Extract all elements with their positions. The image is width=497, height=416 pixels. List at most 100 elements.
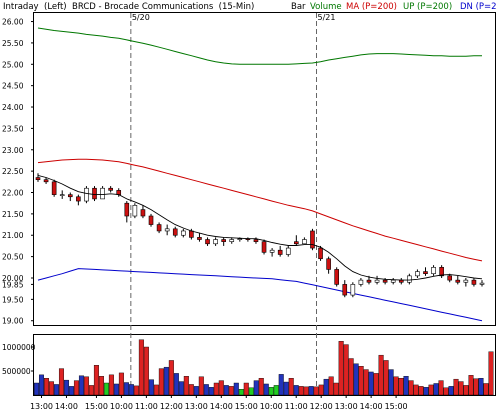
candle-body [67, 194, 73, 198]
interval-label: Intraday [3, 2, 39, 12]
candle-body [302, 239, 307, 245]
volume-bar [243, 382, 249, 396]
volume-bar [123, 382, 129, 396]
up-legend: UP (P=200) [403, 2, 452, 12]
volume-bar [268, 387, 274, 396]
short-ma-polyline [37, 174, 483, 281]
volume-bar [238, 389, 244, 396]
volume-bar [153, 384, 159, 396]
volume-bar [188, 384, 194, 396]
date-markers: 5/20 5/21 [130, 13, 335, 395]
candle-body [181, 230, 186, 236]
volume-bar [373, 373, 379, 396]
candle-body [59, 194, 65, 196]
candle-body [205, 239, 210, 245]
time-tick-label: 14:00 [210, 402, 233, 411]
band-line [37, 268, 483, 322]
candle-body [132, 205, 138, 217]
price-tick-label: 25.50 [2, 39, 24, 48]
volume-bar [53, 384, 59, 396]
candle-body [423, 271, 428, 275]
candle-body [108, 187, 113, 191]
volume-bar [233, 382, 239, 396]
candle-body [326, 258, 331, 270]
candle-body [366, 279, 372, 283]
price-tick-label: 19.00 [2, 317, 24, 326]
volume-bar [133, 385, 139, 396]
volume-bar [323, 378, 329, 396]
volume-bar [203, 384, 209, 396]
volume-bar [78, 375, 84, 396]
short-ma-line [37, 174, 483, 281]
volume-bar [38, 374, 44, 396]
volume-bar [333, 382, 339, 396]
time-axis: 13:00 14:00 15:00 10:00 11:00 12:00 13:00 14:00… [30, 395, 408, 411]
candle-body [100, 187, 105, 200]
time-tick-label: 13:00 [335, 402, 358, 411]
volume-bar [393, 376, 399, 396]
candle-body [358, 279, 364, 285]
volume-bar [63, 379, 69, 396]
volume-bar [128, 384, 134, 396]
candle-body [51, 181, 57, 195]
volume-bar [348, 358, 354, 396]
volume-bar [418, 386, 424, 396]
candle-body [229, 239, 235, 242]
volume-bar [168, 360, 174, 396]
volume-bar [58, 368, 64, 396]
candle-body [221, 239, 226, 242]
time-tick-label: 15:00 [85, 402, 108, 411]
volume-bar [413, 384, 419, 396]
volume-bar [428, 384, 434, 396]
time-tick-label: 14:00 [360, 402, 383, 411]
volume-legend: Volume [310, 2, 342, 12]
candle-body [277, 249, 283, 255]
volume-bar [408, 380, 414, 396]
volume-bar [213, 382, 219, 396]
time-tick-label: 11:00 [285, 402, 308, 411]
volume-bar [283, 381, 289, 396]
time-tick-label: 14:00 [55, 402, 78, 411]
volume-bar [248, 387, 254, 396]
volume-bar [178, 381, 184, 396]
volume-bar [403, 376, 409, 396]
volume-bar [313, 386, 319, 396]
volume-bar [308, 386, 314, 396]
candle-body [334, 269, 339, 285]
volume-bar [93, 365, 99, 396]
volume-bar [68, 386, 74, 396]
volume-bar [458, 381, 464, 396]
volume-bar [183, 376, 189, 396]
time-tick-label: 10:00 [260, 402, 283, 411]
volume-bar [303, 386, 309, 396]
candle-body [439, 267, 444, 277]
volume-bar [158, 368, 164, 396]
band-lines [37, 27, 483, 322]
volume-bar [433, 383, 439, 396]
price-tick-label: 24.50 [2, 82, 24, 91]
volume-bar [218, 380, 224, 396]
candle-body [382, 279, 388, 283]
candle-body [374, 279, 380, 283]
volume-bar [263, 383, 269, 396]
time-tick-label: 10:00 [110, 402, 133, 411]
candle-body [415, 271, 420, 277]
candle-body [124, 202, 130, 217]
price-tick-label: 21.00 [2, 231, 24, 240]
volume-bar [198, 376, 204, 396]
volume-bar [88, 385, 94, 396]
candle-body [84, 187, 89, 202]
candle-body [237, 238, 243, 240]
candle-body [269, 249, 275, 253]
candle-body [140, 209, 146, 217]
volume-bar [278, 374, 284, 396]
volume-bar [193, 386, 199, 396]
price-panel [33, 12, 496, 326]
candle-body [342, 284, 348, 296]
volume-bar [343, 344, 349, 396]
candle-body [455, 279, 461, 283]
candle-body [310, 230, 315, 249]
